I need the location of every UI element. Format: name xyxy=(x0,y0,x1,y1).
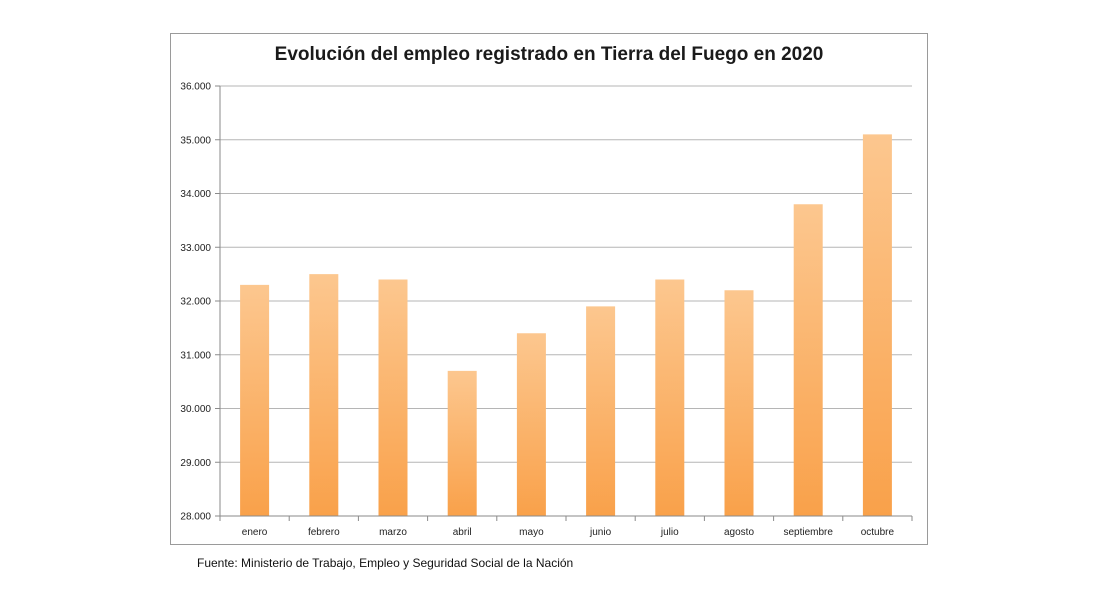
x-tick-label: mayo xyxy=(519,527,544,538)
bar-marzo xyxy=(378,279,408,516)
y-tick-label: 30.000 xyxy=(180,404,211,415)
bar-agosto xyxy=(724,290,754,516)
y-tick-label: 31.000 xyxy=(180,350,211,361)
bar-mayo xyxy=(516,333,546,516)
y-tick-label: 33.000 xyxy=(180,243,211,254)
x-tick-label: febrero xyxy=(308,527,340,538)
bar-abril xyxy=(447,370,477,516)
y-tick-label: 29.000 xyxy=(180,458,211,469)
y-tick-label: 34.000 xyxy=(180,189,211,200)
y-tick-label: 32.000 xyxy=(180,297,211,308)
bars xyxy=(240,134,892,516)
x-tick-label: octubre xyxy=(861,527,895,538)
bar-octubre xyxy=(862,134,892,516)
x-tick-label: agosto xyxy=(724,527,754,538)
bar-junio xyxy=(586,306,616,516)
chart-title: Evolución del empleo registrado en Tierr… xyxy=(274,44,824,65)
source-note: Fuente: Ministerio de Trabajo, Empleo y … xyxy=(197,556,574,570)
x-tick-label: enero xyxy=(242,527,268,538)
y-tick-label: 36.000 xyxy=(180,82,211,93)
bar-enero xyxy=(240,284,270,516)
x-tick-label: abril xyxy=(453,527,472,538)
y-tick-label: 35.000 xyxy=(180,135,211,146)
x-tick-label: julio xyxy=(660,527,679,538)
y-tick-label: 28.000 xyxy=(180,512,211,523)
x-tick-label: junio xyxy=(589,527,612,538)
x-tick-label: marzo xyxy=(379,527,407,538)
tick-labels: 28.000 29.000 30.000 31.000 32.000 33.000 34.0… xyxy=(180,82,894,539)
bar-septiembre xyxy=(793,204,823,516)
axes xyxy=(215,85,913,521)
x-tick-label: septiembre xyxy=(783,527,833,538)
bar-febrero xyxy=(309,274,339,516)
bar-julio xyxy=(655,279,685,516)
